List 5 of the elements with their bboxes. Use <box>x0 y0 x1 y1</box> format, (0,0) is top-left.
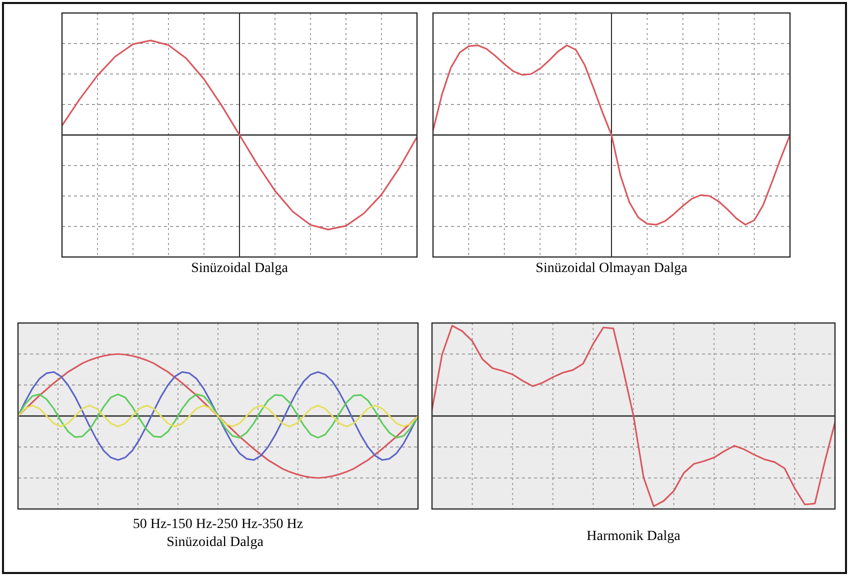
text: Sinüzoidal Olmayan Dalga <box>536 261 688 276</box>
text: Harmonik Dalga <box>586 529 682 544</box>
text: 50 Hz-150 Hz-250 Hz-350 Hz <box>132 517 304 532</box>
text: Sinüzoidal Dalga <box>191 261 289 276</box>
text: Sinüzoidal Dalga <box>166 535 264 550</box>
